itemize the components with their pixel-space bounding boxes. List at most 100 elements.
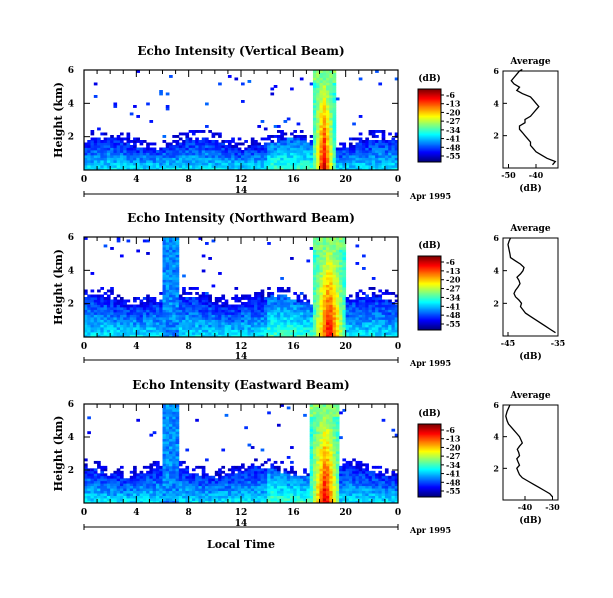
colorbar-tick-label: -27 [446, 116, 460, 126]
colorbar-tick-label: -41 [446, 469, 460, 479]
x-tick-label: 20 [339, 175, 352, 185]
y-axis-label: Height (km) [52, 249, 65, 325]
average-y-tick-label: 2 [493, 131, 499, 141]
colorbar-unit: (dB) [418, 240, 440, 251]
colorbar-frame [417, 88, 442, 163]
colorbar-tick-label: -34 [446, 460, 461, 470]
colorbar-unit: (dB) [418, 73, 440, 84]
average-y-tick-label: 6 [493, 66, 499, 76]
x-tick-label: 0 [395, 508, 401, 518]
x-tick-label: 12 [235, 508, 248, 518]
day-label: 14 [235, 352, 248, 362]
x-axis-label: Local Time [207, 538, 275, 551]
panel-2: Echo Intensity (Northward Beam)642Height… [52, 211, 565, 368]
colorbar [417, 423, 444, 498]
average-x-tick-label: -50 [501, 170, 516, 180]
panel-title: Echo Intensity (Vertical Beam) [137, 44, 344, 58]
average-y-tick-label: 4 [493, 98, 499, 108]
x-tick-label: 0 [81, 342, 87, 352]
average-x-tick-label: -45 [501, 338, 515, 348]
colorbar-unit: (dB) [418, 408, 440, 419]
day-label: 14 [235, 519, 248, 529]
panel-1: Echo Intensity (Vertical Beam)642Height … [52, 44, 559, 201]
x-tick-label: 16 [287, 175, 300, 185]
colorbar-tick-label: -48 [446, 310, 461, 320]
average-frame [502, 70, 559, 169]
average-profile: Average 6 4 2 -45 -35 (dB) [493, 224, 565, 362]
colorbar-tick-label: -13 [446, 266, 461, 276]
heatmap-cells [84, 70, 399, 171]
heatmap-cells [84, 404, 399, 504]
x-tick-label: 4 [133, 342, 139, 352]
x-tick-label: 12 [235, 342, 248, 352]
x-tick-label: 8 [186, 175, 192, 185]
average-frame [502, 237, 559, 337]
x-tick-label: 0 [395, 342, 401, 352]
x-tick-label: 16 [287, 342, 300, 352]
y-tick-label: 6 [68, 66, 74, 76]
average-frame [502, 404, 559, 501]
average-x-tick-label: -35 [551, 338, 565, 348]
average-y-tick-label: 4 [493, 432, 499, 442]
colorbar [417, 255, 444, 331]
average-x-tick-label: -30 [545, 502, 560, 512]
average-x-tick-label: -40 [518, 502, 533, 512]
colorbar-tick-label: -20 [446, 442, 461, 452]
date-label: Apr 1995 [409, 358, 451, 368]
colorbar-tick-label: -48 [446, 477, 461, 487]
x-tick-label: 0 [395, 175, 401, 185]
x-tick-label: 4 [133, 508, 139, 518]
average-x-tick-label: -40 [529, 170, 544, 180]
colorbar-tick-label: -34 [446, 125, 461, 135]
colorbar-tick-label: -48 [446, 142, 461, 152]
colorbar-tick-label: -27 [446, 284, 460, 294]
y-tick-label: 6 [68, 400, 74, 410]
colorbar-frame [417, 255, 442, 331]
colorbar-tick-label: -41 [446, 301, 460, 311]
average-y-tick-label: 2 [493, 298, 499, 308]
average-line [507, 237, 556, 334]
x-tick-label: 12 [235, 175, 248, 185]
colorbar-tick-label: -55 [446, 486, 460, 496]
average-title: Average [509, 57, 550, 67]
average-y-tick-label: 4 [493, 266, 499, 276]
average-x-label: (dB) [519, 351, 541, 362]
panel-3: Echo Intensity (Eastward Beam) 6 4 2Height … [52, 378, 560, 535]
average-title: Average [509, 391, 550, 401]
panel-title: Echo Intensity (Northward Beam) [127, 211, 355, 225]
colorbar-tick-label: -6 [446, 425, 455, 435]
colorbar-tick-label: -13 [446, 99, 461, 109]
colorbar-frame [417, 423, 442, 498]
y-tick-label: 2 [68, 300, 74, 310]
x-tick-label: 0 [81, 175, 87, 185]
y-tick-label: 4 [68, 99, 74, 109]
colorbar-tick-label: -55 [446, 319, 460, 329]
colorbar-tick-label: -6 [446, 90, 455, 100]
colorbar-tick-label: -34 [446, 292, 461, 302]
average-x-label: (dB) [519, 515, 541, 526]
colorbar-tick-label: -41 [446, 134, 460, 144]
colorbar-tick-label: -20 [446, 275, 461, 285]
x-tick-label: 0 [81, 508, 87, 518]
date-label: Apr 1995 [409, 191, 451, 201]
colorbar-tick-label: -27 [446, 451, 460, 461]
colorbar-tick-label: -13 [446, 434, 461, 444]
y-tick-label: 4 [68, 433, 74, 443]
date-label: Apr 1995 [409, 525, 451, 535]
x-tick-label: 8 [186, 342, 192, 352]
y-axis-label: Height (km) [52, 416, 65, 492]
average-title: Average [509, 224, 550, 234]
average-y-tick-label: 6 [493, 400, 499, 410]
colorbar-tick-label: -6 [446, 257, 455, 267]
y-tick-label: 2 [68, 466, 74, 476]
average-line [510, 68, 557, 166]
panel-title: Echo Intensity (Eastward Beam) [132, 378, 349, 392]
x-tick-label: 20 [339, 342, 352, 352]
y-tick-label: 4 [68, 266, 74, 276]
x-tick-label: 8 [186, 508, 192, 518]
heatmap-cells [84, 237, 399, 338]
x-tick-label: 16 [287, 508, 300, 518]
colorbar-tick-label: -20 [446, 107, 461, 117]
day-label: 14 [235, 186, 248, 196]
